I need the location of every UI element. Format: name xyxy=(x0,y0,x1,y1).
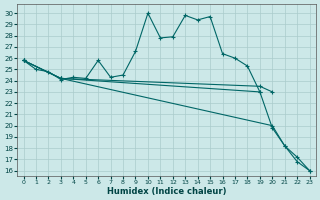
X-axis label: Humidex (Indice chaleur): Humidex (Indice chaleur) xyxy=(107,187,226,196)
